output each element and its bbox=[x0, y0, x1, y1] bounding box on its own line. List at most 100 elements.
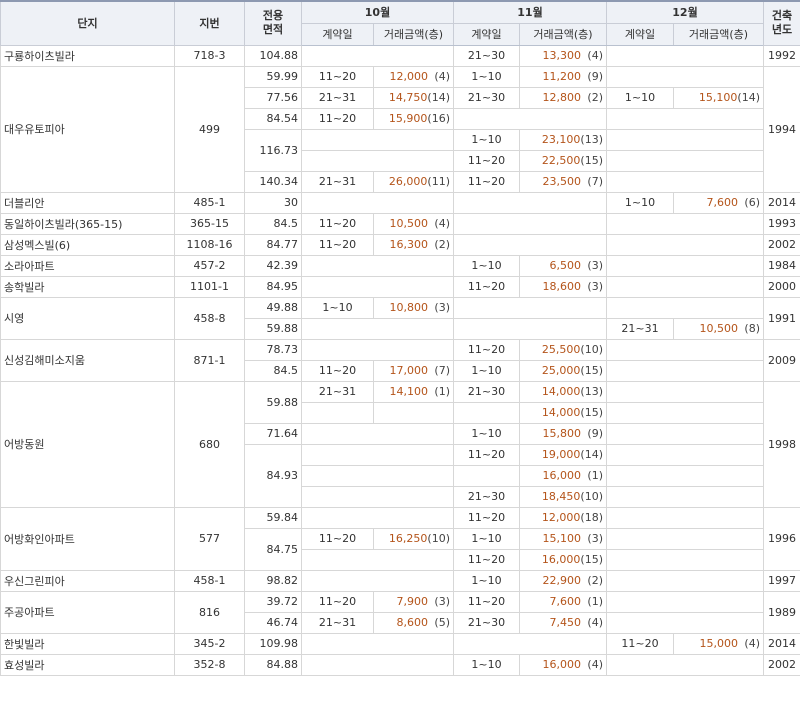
contract-date: 1~10 bbox=[453, 65, 520, 88]
trade-amount-cell: 25,500(10) bbox=[519, 338, 607, 361]
table-row: 대우유토피아 499 59.99 11~20 12,000 (4) 1~10 11,200 (9… bbox=[0, 65, 800, 193]
trade-amount: 13,300 bbox=[542, 49, 582, 62]
trade-amount: 16,000 bbox=[542, 469, 582, 482]
table-row: 14,000(15) bbox=[1, 401, 800, 424]
lot-number: 365-15 bbox=[174, 212, 245, 235]
trade-amount-cell: 10,500 (4) bbox=[373, 212, 454, 235]
trade-floor: (14) bbox=[737, 91, 760, 104]
trade-floor: (1) bbox=[434, 385, 450, 398]
complex-name: 대우유토피아 bbox=[0, 65, 175, 193]
trade-amount-cell: 18,600 (3) bbox=[519, 275, 607, 298]
empty-trade-cell bbox=[453, 107, 607, 130]
complex-name: 주공아파트 bbox=[0, 590, 175, 634]
lot-number: 458-8 bbox=[174, 296, 245, 340]
exclusive-area: 49.88 bbox=[244, 296, 302, 319]
contract-date bbox=[453, 401, 520, 424]
empty-trade-cell bbox=[606, 359, 764, 382]
empty-trade-cell bbox=[606, 422, 764, 445]
contract-date: 21~31 bbox=[301, 86, 374, 109]
lot-number: 485-1 bbox=[174, 191, 245, 214]
empty-trade-cell bbox=[606, 443, 764, 466]
complex-name: 신성김해미소지움 bbox=[0, 338, 175, 382]
empty-trade-cell bbox=[606, 548, 764, 571]
trade-amount-cell: 10,800 (3) bbox=[373, 296, 454, 319]
lot-number: 1101-1 bbox=[174, 275, 245, 298]
lot-number: 680 bbox=[174, 380, 245, 508]
trade-floor: (10) bbox=[580, 490, 603, 503]
empty-trade-cell bbox=[606, 590, 764, 613]
trade-floor: (4) bbox=[587, 616, 603, 629]
contract-date bbox=[301, 401, 374, 424]
contract-date: 1~10 bbox=[606, 191, 674, 214]
trade-amount: 14,750 bbox=[388, 91, 428, 104]
trade-floor: (16) bbox=[427, 112, 450, 125]
lot-number: 1108-16 bbox=[174, 233, 245, 256]
trade-amount-cell: 18,450(10) bbox=[519, 485, 607, 508]
contract-date: 11~20 bbox=[453, 170, 520, 193]
empty-trade-cell bbox=[606, 380, 764, 403]
contract-date: 1~10 bbox=[453, 128, 520, 151]
trade-amount: 14,000 bbox=[541, 406, 581, 419]
trade-amount-cell: 16,000 (1) bbox=[519, 464, 607, 487]
table-row: 동일하이츠빌라(365-15) 365-15 84.5 11~20 10,500 (4) 1… bbox=[0, 212, 800, 235]
complex-name: 동일하이츠빌라(365-15) bbox=[0, 212, 175, 235]
trade-floor: (4) bbox=[434, 217, 450, 230]
table-header: 단지 지번 전용 면적 10월 11월 12월 건축 년도 계약일 거래금액(층… bbox=[0, 0, 800, 46]
col-header-amount-october: 거래금액(층) bbox=[373, 22, 454, 46]
trade-amount-cell: 6,500 (3) bbox=[519, 254, 607, 277]
trade-amount: 15,100 bbox=[698, 91, 738, 104]
trade-floor: (13) bbox=[580, 385, 603, 398]
empty-trade-cell bbox=[301, 191, 454, 214]
trade-amount: 12,000 bbox=[389, 70, 429, 83]
build-year: 2014 bbox=[763, 632, 800, 655]
trade-amount: 16,250 bbox=[388, 532, 428, 545]
trade-amount: 18,450 bbox=[541, 490, 581, 503]
trade-amount-cell: 22,500(15) bbox=[519, 149, 607, 172]
trade-floor: (2) bbox=[434, 238, 450, 251]
col-header-lot: 지번 bbox=[174, 0, 245, 46]
exclusive-area: 39.72 bbox=[244, 590, 302, 613]
contract-date: 21~31 bbox=[301, 380, 374, 403]
table-row: 59.88 21~31 10,500 (8) bbox=[1, 317, 800, 340]
build-year: 1991 bbox=[763, 296, 800, 340]
trade-amount-cell: 25,000(15) bbox=[519, 359, 607, 382]
trade-floor: (4) bbox=[744, 637, 760, 650]
contract-date: 1~10 bbox=[301, 296, 374, 319]
trade-amount-cell: 16,000 (4) bbox=[519, 653, 607, 676]
empty-trade-cell bbox=[606, 485, 764, 508]
complex-name: 어방동원 bbox=[0, 380, 175, 508]
contract-date: 21~30 bbox=[453, 485, 520, 508]
empty-trade-cell bbox=[301, 422, 454, 445]
table-row: 삼성멕스빌(6) 1108-16 84.77 11~20 16,300 (2) 2002 bbox=[0, 233, 800, 256]
exclusive-area: 42.39 bbox=[244, 254, 302, 277]
contract-date: 1~10 bbox=[606, 86, 674, 109]
trade-floor: (14) bbox=[580, 448, 603, 461]
empty-trade-cell bbox=[301, 653, 454, 676]
empty-trade-cell bbox=[606, 149, 764, 172]
table-row: 우신그린피아 458-1 98.82 1~10 22,900 (2) 1997 bbox=[0, 569, 800, 592]
lot-number: 718-3 bbox=[174, 44, 245, 67]
trade-amount-cell: 7,600 (6) bbox=[673, 191, 764, 214]
trade-amount: 14,100 bbox=[389, 385, 429, 398]
table-row: 140.34 21~31 26,000(11) 11~20 23,500 (7) bbox=[1, 170, 800, 193]
exclusive-area: 30 bbox=[244, 191, 302, 214]
trade-floor: (8) bbox=[744, 322, 760, 335]
build-year: 1997 bbox=[763, 569, 800, 592]
trade-amount-cell: 14,000(13) bbox=[519, 380, 607, 403]
empty-trade-cell bbox=[301, 548, 454, 571]
table-row: 구룡하이츠빌라 718-3 104.88 21~30 13,300 (4) 1992 bbox=[0, 44, 800, 67]
contract-date: 1~10 bbox=[453, 569, 520, 592]
trade-floor: (10) bbox=[427, 532, 450, 545]
trade-amount-cell: 23,100(13) bbox=[519, 128, 607, 151]
contract-date: 1~10 bbox=[453, 422, 520, 445]
empty-trade-cell bbox=[301, 44, 454, 67]
trade-amount-cell: 11,200 (9) bbox=[519, 65, 607, 88]
trade-amount: 26,000 bbox=[388, 175, 428, 188]
trade-amount-cell: 14,000(15) bbox=[519, 401, 607, 424]
table-row: 46.74 21~31 8,600 (5) 21~30 7,450 (4) bbox=[1, 611, 800, 634]
exclusive-area: 84.77 bbox=[244, 233, 302, 256]
empty-trade-cell bbox=[606, 296, 764, 319]
trade-amount-cell: 23,500 (7) bbox=[519, 170, 607, 193]
trade-amount: 14,000 bbox=[541, 385, 581, 398]
trade-amount-cell: 16,250(10) bbox=[373, 527, 454, 550]
